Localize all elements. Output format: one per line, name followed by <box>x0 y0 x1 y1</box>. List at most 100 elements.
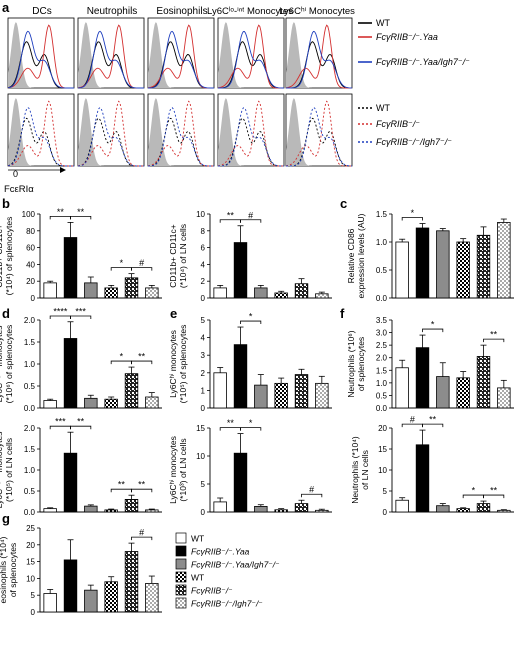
panel-letter-c: c <box>340 196 347 211</box>
significance-label: * <box>249 418 253 428</box>
y-tick-label: 1.5 <box>376 210 388 219</box>
bar <box>213 372 227 409</box>
histogram-curve-black <box>286 117 352 167</box>
y-tick-label: 2.0 <box>24 316 36 325</box>
y-tick-label: 0.5 <box>24 382 36 391</box>
bar <box>43 593 57 613</box>
bar-chart-f1: 0.0 0.5 1.0 1.5 2.0 2.5 3.0 3.5 Neutrophils (*10… <box>346 316 514 413</box>
bar <box>63 338 78 409</box>
y-tick-label: 0.5 <box>376 266 388 275</box>
histogram-curve-red <box>285 100 352 167</box>
legend-swatch <box>175 532 187 544</box>
significance-bracket <box>240 427 262 431</box>
significance-bracket <box>131 267 153 271</box>
y-tick-label: 1.0 <box>376 379 388 388</box>
legend-label: FcγRIIB⁻/⁻ <box>191 586 233 596</box>
y-tick-label: 1.0 <box>24 466 36 475</box>
y-tick-label: 2 <box>201 277 206 286</box>
significance-bracket <box>483 338 505 343</box>
bar <box>476 356 491 409</box>
y-axis-label: Neutrophils (*10⁴) <box>350 436 360 504</box>
histogram-grid <box>7 17 353 173</box>
bar-chart-b2: 0 2 4 6 8 10 CD11b+ CD11c+ (*10⁴) of LN cells **… <box>168 210 332 303</box>
histogram-curve-blue <box>148 30 214 89</box>
legend-swatch <box>175 558 187 570</box>
y-tick-label: 0 <box>201 404 206 413</box>
legend-swatch <box>175 545 187 557</box>
y-axis-label: Ly6Cˡᵒ-ⁱⁿᵗ monocytes <box>0 326 4 403</box>
significance-bracket <box>131 360 153 365</box>
bar <box>213 287 227 299</box>
y-tick-label: 20 <box>26 541 35 550</box>
y-axis-label: of splenocytes <box>8 543 18 597</box>
y-axis-label: (*10⁵) of LN cells <box>4 438 14 502</box>
significance-label: ** <box>227 418 235 428</box>
bar <box>43 282 57 299</box>
y-tick-label: 0.0 <box>24 508 36 517</box>
histogram-curve-blue <box>286 30 353 89</box>
legend-label-ko-igh7-dotted: FcγRIIB⁻/⁻/Igh7⁻/⁻ <box>376 137 452 147</box>
histogram-curve-red <box>7 100 74 167</box>
y-tick-label: 0.0 <box>376 404 388 413</box>
bar <box>294 374 309 409</box>
y-axis-label: CD11b+ CD11c+ <box>0 224 4 288</box>
y-tick-label: 4 <box>201 260 206 269</box>
significance-label: ** <box>138 352 146 362</box>
significance-bracket <box>422 423 444 428</box>
significance-label: * <box>431 320 435 330</box>
significance-label: * <box>120 258 124 268</box>
y-tick-label: 2.5 <box>376 341 388 350</box>
y-tick-label: 0 <box>31 608 36 617</box>
bar <box>84 397 98 409</box>
legend-label: FcγRIIB⁻/⁻/Igh7⁻/⁻ <box>191 599 263 609</box>
y-tick-label: 100 <box>22 210 36 219</box>
bar-chart-c: 0.0 0.5 1.0 1.5 Relative CD86 expression leve… <box>346 208 514 303</box>
histogram-curve-blue <box>78 30 144 89</box>
histogram-curve-red <box>217 24 284 89</box>
panel-letter-a: a <box>2 0 10 15</box>
y-tick-label: 5 <box>201 316 206 325</box>
histogram-curve-black <box>218 117 284 167</box>
hist-x-label: FcεRIα <box>4 184 34 195</box>
bar <box>456 377 470 409</box>
y-tick-label: 0 <box>31 294 36 303</box>
bar <box>213 501 227 513</box>
hist-title-ly6c-lo: Ly6Cˡᵒ-ⁱⁿᵗ Monocytes <box>207 6 293 17</box>
bar <box>315 382 329 409</box>
histogram-curve-blue <box>218 107 284 167</box>
significance-bracket <box>131 488 153 493</box>
panel-letter-d: d <box>2 306 10 321</box>
y-tick-label: 10 <box>196 210 205 219</box>
y-axis-label: eosinophils (*10⁴) <box>0 536 8 603</box>
histogram-isotype-fill <box>78 22 144 89</box>
y-tick-label: 3 <box>201 351 206 360</box>
bar-chart-d2: 0.0 0.5 1.0 1.5 2.0 Ly6Cˡᵒ-ⁱⁿᵗ monocytes (*10⁵… <box>0 417 162 517</box>
bar <box>395 499 409 513</box>
hist-title-neutrophils: Neutrophils <box>87 6 138 17</box>
hist-x-arrow <box>60 167 66 173</box>
bar <box>315 293 329 299</box>
significance-label: ** <box>57 207 65 217</box>
bar-chart-e1: 0 1 2 3 4 5 Ly6Cʰⁱ monocytes (*10⁵) of splenocy… <box>168 312 332 413</box>
y-axis-label: (*10⁶) of splenocytes <box>4 325 14 404</box>
y-axis-label: Ly6Cʰⁱ monocytes <box>168 330 178 398</box>
histogram-legend-bottom: WT FcγRIIB⁻/⁻ FcγRIIB⁻/⁻/Igh7⁻/⁻ <box>358 103 452 147</box>
histogram-curve-red <box>217 100 284 167</box>
y-axis-label: Ly6Cˡᵒ-ⁱⁿᵗ monocytes <box>0 432 4 509</box>
histogram-legend-top: WT FcγRIIB⁻/⁻.Yaa FcγRIIB⁻/⁻.Yaa/Igh7⁻/⁻ <box>358 18 470 67</box>
bar <box>497 509 511 513</box>
y-tick-label: 0 <box>201 508 206 517</box>
hist-title-dcs: DCs <box>32 6 51 17</box>
y-axis-label: Ly6Cʰⁱ monocytes <box>168 436 178 504</box>
bar <box>254 384 268 409</box>
bar <box>274 382 288 409</box>
significance-bracket <box>422 328 444 333</box>
legend-label-wt: WT <box>376 18 390 28</box>
legend-label-ko-dotted: FcγRIIB⁻/⁻ <box>376 119 420 129</box>
bar <box>84 589 98 613</box>
bar-chart-d1: 0.0 0.5 1.0 1.5 2.0 Ly6Cˡᵒ-ⁱⁿᵗ monocytes (*10⁶… <box>0 307 162 413</box>
bar <box>233 242 248 299</box>
bar <box>254 287 268 299</box>
bar <box>124 551 139 613</box>
